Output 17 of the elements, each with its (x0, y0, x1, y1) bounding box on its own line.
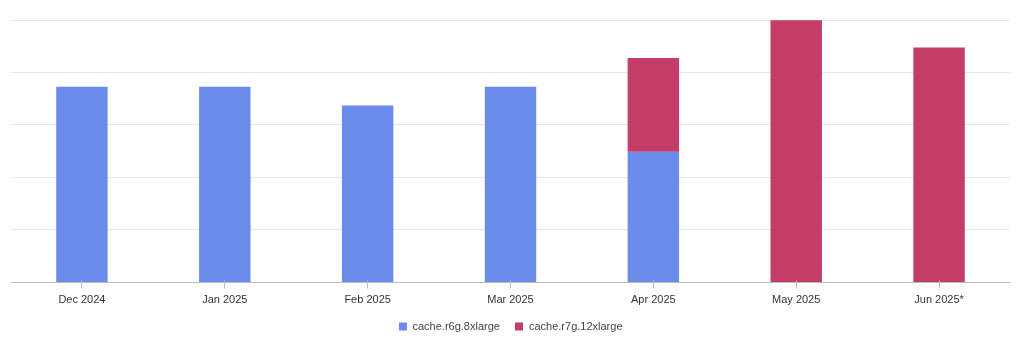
bar (484, 86, 537, 283)
x-tick-label: Jun 2025* (914, 293, 965, 306)
x-tick-label: Apr 2025 (631, 293, 676, 306)
bar (341, 105, 394, 283)
legend-label: cache.r6g.8xlarge (412, 320, 500, 332)
bar (627, 151, 680, 283)
x-tick-label: Dec 2024 (58, 293, 106, 306)
x-tick-label: May 2025 (772, 293, 821, 306)
bar (913, 47, 965, 283)
bar (56, 86, 108, 283)
bar (627, 57, 680, 152)
legend-label: cache.r7g.12xlarge (528, 320, 623, 332)
bar (199, 86, 251, 283)
bar (770, 20, 822, 283)
x-tick-label: Mar 2025 (487, 293, 534, 306)
x-tick-label: Feb 2025 (344, 293, 391, 306)
x-tick-label: Jan 2025 (202, 293, 248, 306)
